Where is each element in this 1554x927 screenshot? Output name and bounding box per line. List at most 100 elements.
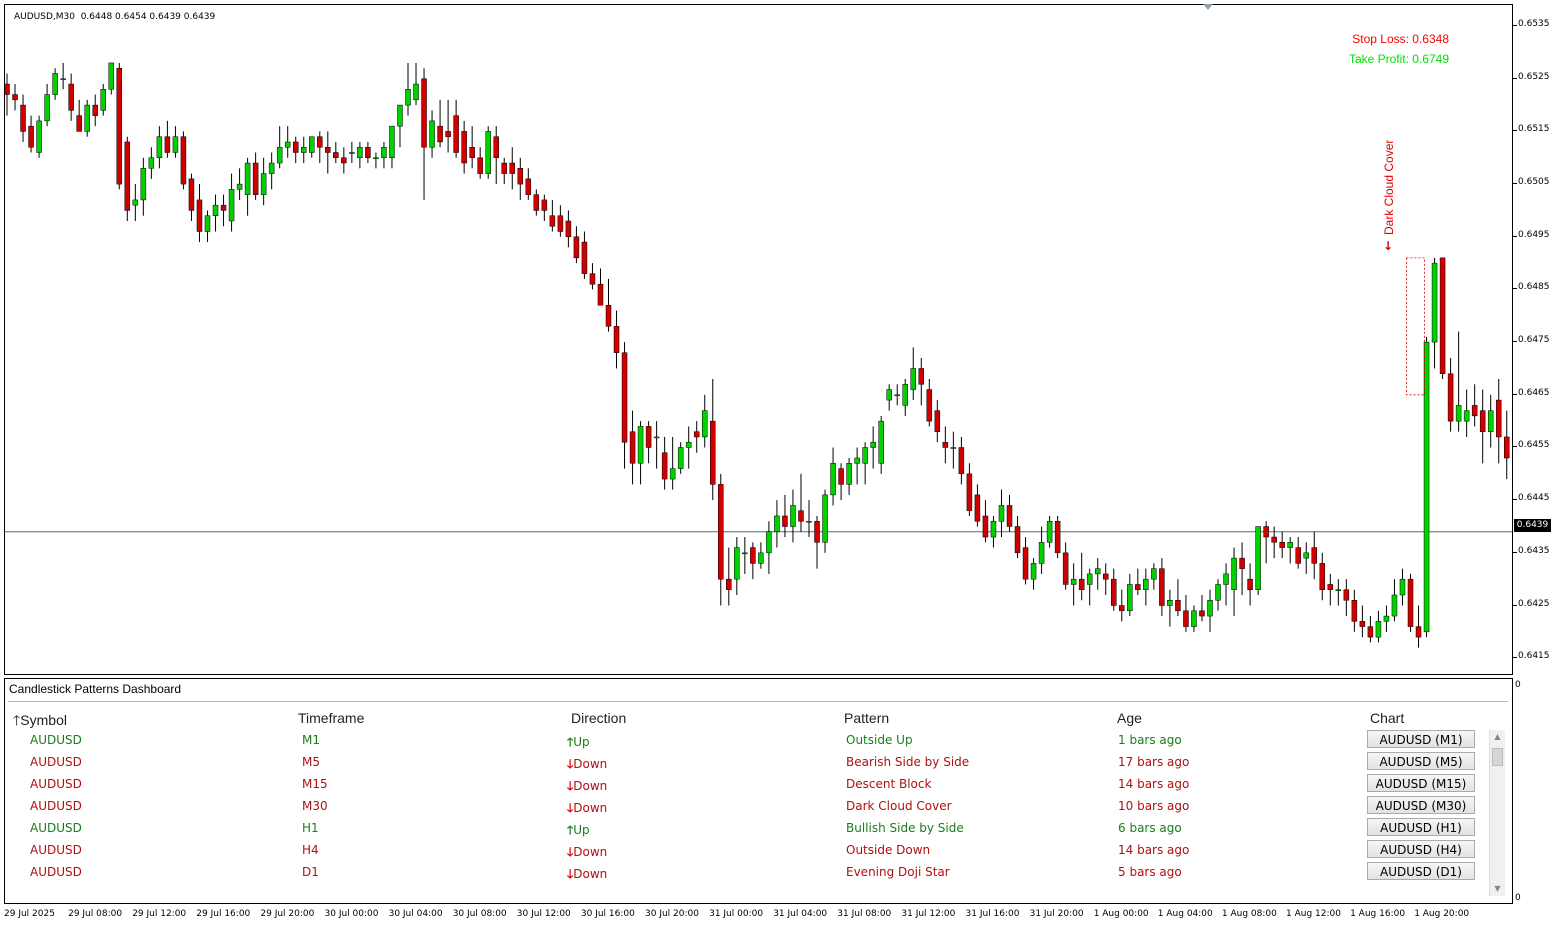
candle-body [172, 136, 179, 153]
candle-body [429, 120, 435, 148]
candle-body [140, 168, 147, 201]
chart-shift-marker-icon[interactable] [1203, 4, 1213, 10]
price-tick-label: 0.6525 [1518, 71, 1550, 82]
open-chart-button[interactable]: AUDUSD (M30) [1367, 796, 1475, 814]
candle-body [28, 125, 34, 148]
candle [405, 62, 411, 116]
table-row[interactable]: AUDUSD M5 🡓Down Bearish Side by Side 17 bars… [8, 752, 1488, 774]
candle [910, 347, 917, 401]
header-chart[interactable]: Chart [1370, 710, 1405, 726]
candle [108, 62, 115, 95]
open-chart-button[interactable]: AUDUSD (H1) [1367, 818, 1475, 836]
header-age[interactable]: Age [1117, 710, 1142, 726]
table-row[interactable]: AUDUSD D1 🡓Down Evening Doji Star 5 bars ago… [8, 862, 1488, 884]
dashboard-scrollbar[interactable]: ▲ ▼ [1489, 730, 1505, 896]
candle [1279, 531, 1285, 559]
candle-body [341, 157, 347, 164]
candle-body [1102, 573, 1109, 580]
candle [814, 515, 820, 569]
candle-body [228, 189, 235, 222]
candle [1247, 563, 1253, 606]
candle-body [212, 204, 219, 216]
open-chart-button[interactable]: AUDUSD (M15) [1367, 774, 1475, 792]
candle [645, 421, 652, 464]
scroll-down-arrow-icon[interactable]: ▼ [1494, 884, 1501, 893]
candle-body [108, 62, 115, 90]
price-tick-label: 0.6445 [1518, 493, 1550, 504]
candle [1191, 605, 1197, 632]
candle [365, 141, 371, 164]
down-arrow-icon: 🡓 [567, 757, 574, 771]
candle-body [1062, 552, 1069, 585]
candle-body [1303, 552, 1309, 559]
time-tick-label: 30 Jul 16:00 [580, 909, 635, 919]
open-chart-button[interactable]: AUDUSD (M1) [1367, 730, 1475, 748]
candle-body [854, 457, 860, 464]
candle-body [1038, 542, 1045, 564]
candle [605, 278, 612, 332]
candle [557, 205, 564, 237]
scroll-up-arrow-icon[interactable]: ▲ [1494, 732, 1501, 741]
open-chart-button[interactable]: AUDUSD (D1) [1367, 862, 1475, 880]
table-row[interactable]: AUDUSD M15 🡓Down Descent Block 14 bars ago AU… [8, 774, 1488, 796]
header-timeframe[interactable]: Timeframe [298, 710, 365, 726]
candle-body [445, 131, 451, 137]
candle-body [878, 420, 884, 464]
candle-body [1143, 578, 1149, 590]
open-chart-button[interactable]: AUDUSD (M5) [1367, 752, 1475, 770]
candle-body [1351, 600, 1358, 622]
header-symbol-label: Symbol [20, 712, 67, 728]
table-row[interactable]: AUDUSD H4 🡓Down Outside Down 14 bars ago AUDU… [8, 840, 1488, 862]
candle-body [405, 89, 411, 106]
row-direction: 🡑Up [567, 733, 590, 754]
candle [309, 136, 315, 158]
price-tick-mark [1513, 657, 1517, 659]
candle-body [573, 236, 580, 259]
candle [28, 115, 34, 153]
time-tick-label: 30 Jul 12:00 [516, 909, 571, 919]
candle-body [701, 410, 708, 438]
table-row[interactable]: AUDUSD H1 🡑Up Bullish Side by Side 6 bars ag… [8, 818, 1488, 840]
candle [212, 194, 219, 232]
candle-body [918, 368, 925, 385]
open-chart-button[interactable]: AUDUSD (H4) [1367, 840, 1475, 858]
candle [1399, 568, 1406, 606]
candle-body [204, 215, 211, 232]
candle-body [1151, 568, 1157, 580]
candle-body [1391, 594, 1398, 617]
row-age: 10 bars ago [1118, 799, 1190, 813]
candlestick-chart-svg[interactable] [5, 5, 1512, 674]
candle [252, 152, 259, 200]
candle [742, 537, 748, 574]
price-tick-mark [1513, 288, 1517, 290]
table-row[interactable]: AUDUSD M30 🡓Down Dark Cloud Cover 10 bars ag… [8, 796, 1488, 818]
candle-body [1175, 600, 1181, 612]
candle-body [493, 136, 499, 159]
row-direction: 🡑Up [567, 821, 590, 842]
candle-body [1207, 600, 1213, 617]
stop-loss-label: Stop Loss: 0.6348 [1352, 32, 1449, 46]
candle [1383, 605, 1390, 632]
candle [1046, 515, 1053, 548]
price-chart[interactable]: AUDUSD,M30 0.6448 0.6454 0.6439 0.6439 S… [4, 4, 1513, 675]
candle [718, 473, 724, 606]
candle [1455, 331, 1462, 432]
candle [116, 62, 123, 190]
table-row[interactable]: AUDUSD M1 🡑Up Outside Up 1 bars ago AUDUSD (M… [8, 730, 1488, 752]
price-tick-mark [1513, 341, 1517, 343]
candle [1415, 605, 1422, 648]
price-tick-mark [1513, 446, 1517, 448]
candle-body [12, 94, 18, 101]
candle [581, 231, 588, 279]
candle-body [910, 368, 917, 390]
candle [469, 126, 475, 169]
scroll-thumb[interactable] [1492, 748, 1503, 766]
header-symbol[interactable]: 🡑Symbol [13, 710, 67, 734]
pattern-down-arrow-icon: ↓ [1383, 239, 1394, 253]
current-price-label: 0.6439 [1514, 519, 1551, 532]
indicator-axis-zero-top: 0 [1515, 680, 1521, 690]
candle [677, 442, 684, 474]
header-pattern[interactable]: Pattern [844, 710, 890, 726]
time-tick-label: 30 Jul 20:00 [645, 909, 699, 919]
header-direction[interactable]: Direction [571, 710, 627, 726]
